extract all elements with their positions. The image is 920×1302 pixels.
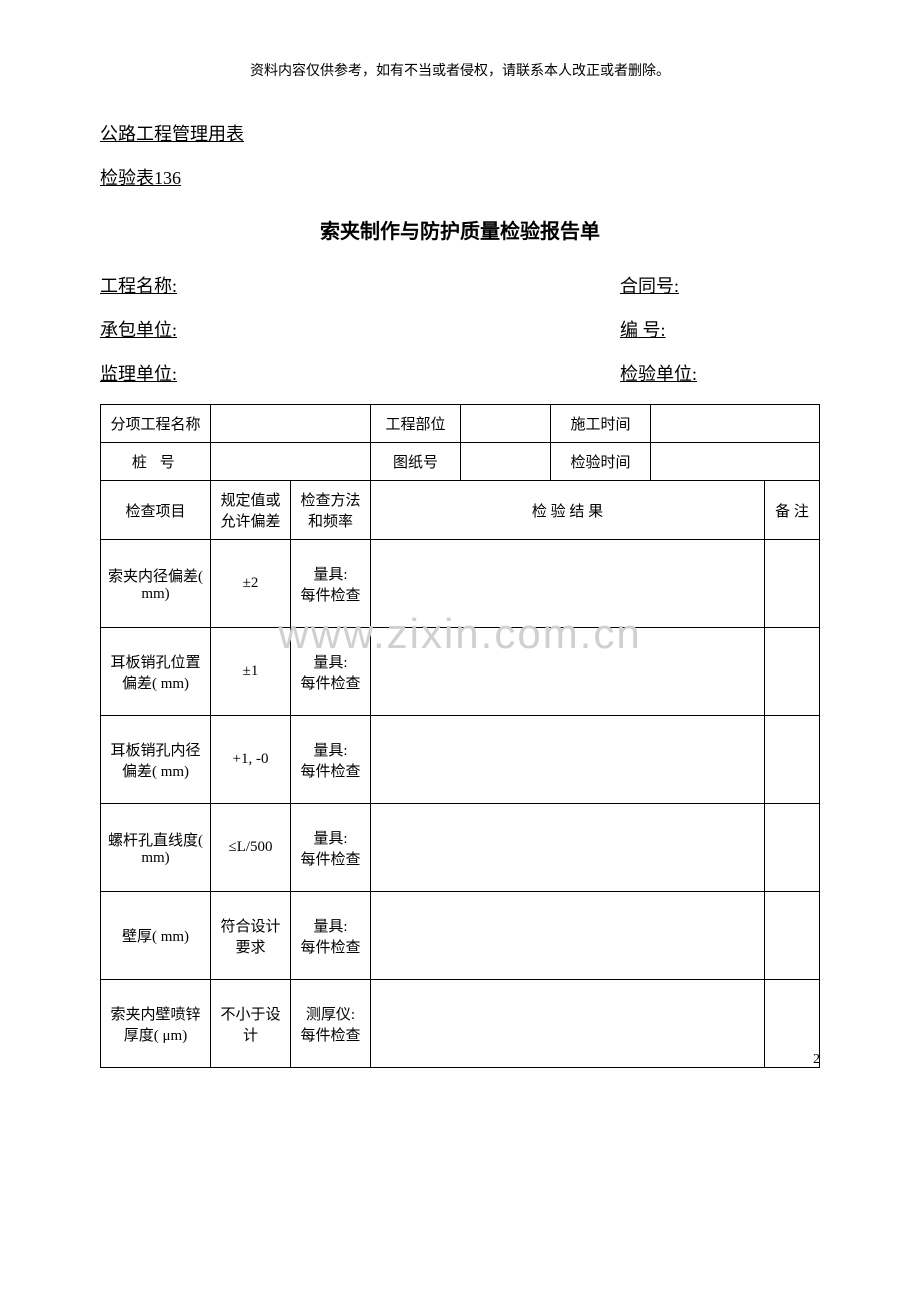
inspection-unit-label: 检验单位:	[620, 360, 820, 386]
cell-note	[765, 716, 820, 804]
cell-note	[765, 804, 820, 892]
cell-result	[371, 980, 765, 1068]
cell-result	[371, 716, 765, 804]
cell-item: 壁厚( mm)	[101, 892, 211, 980]
project-name-label: 工程名称:	[100, 272, 620, 298]
cell-note	[765, 540, 820, 628]
table-header-row-3: 检查项目 规定值或允许偏差 检查方法和频率 检 验 结 果 备 注	[101, 481, 820, 540]
info-row-2: 承包单位: 编 号:	[100, 316, 820, 342]
hdr-inspection-time-value	[651, 443, 820, 481]
hdr-pile-no-value	[211, 443, 371, 481]
hdr-part: 工程部位	[371, 405, 461, 443]
hdr-method: 检查方法和频率	[291, 481, 371, 540]
hdr-spec: 规定值或允许偏差	[211, 481, 291, 540]
table-row: 索夹内壁喷锌厚度( μm) 不小于设计 测厚仪: 每件检查	[101, 980, 820, 1068]
cell-result	[371, 628, 765, 716]
serial-no-label: 编 号:	[620, 316, 820, 342]
cell-result	[371, 804, 765, 892]
heading-management-table: 公路工程管理用表	[100, 120, 820, 146]
hdr-subproject: 分项工程名称	[101, 405, 211, 443]
hdr-note: 备 注	[765, 481, 820, 540]
inspection-table: 分项工程名称 工程部位 施工时间 桩 号 图纸号 检验时间 检查项目 规定值或允…	[100, 404, 820, 1068]
hdr-drawing-no: 图纸号	[371, 443, 461, 481]
table-row: 螺杆孔直线度( mm) ≤L/500 量具: 每件检查	[101, 804, 820, 892]
cell-item: 螺杆孔直线度( mm)	[101, 804, 211, 892]
hdr-check-item: 检查项目	[101, 481, 211, 540]
hdr-inspection-time: 检验时间	[551, 443, 651, 481]
cell-method: 量具: 每件检查	[291, 628, 371, 716]
cell-method: 量具: 每件检查	[291, 804, 371, 892]
hdr-drawing-no-value	[461, 443, 551, 481]
hdr-result: 检 验 结 果	[371, 481, 765, 540]
supervisor-label: 监理单位:	[100, 360, 620, 386]
hdr-part-value	[461, 405, 551, 443]
contractor-label: 承包单位:	[100, 316, 620, 342]
cell-spec: +1, -0	[211, 716, 291, 804]
info-row-1: 工程名称: 合同号:	[100, 272, 820, 298]
hdr-subproject-value	[211, 405, 371, 443]
cell-method: 量具: 每件检查	[291, 892, 371, 980]
heading-inspection-table-no: 检验表136	[100, 164, 820, 190]
table-row: 壁厚( mm) 符合设计要求 量具: 每件检查	[101, 892, 820, 980]
cell-method: 测厚仪: 每件检查	[291, 980, 371, 1068]
hdr-construction-time: 施工时间	[551, 405, 651, 443]
table-row: 耳板销孔内径偏差( mm) +1, -0 量具: 每件检查	[101, 716, 820, 804]
table-header-row-2: 桩 号 图纸号 检验时间	[101, 443, 820, 481]
main-title: 索夹制作与防护质量检验报告单	[100, 215, 820, 244]
cell-spec: ≤L/500	[211, 804, 291, 892]
table-row: 耳板销孔位置偏差( mm) ±1 量具: 每件检查	[101, 628, 820, 716]
header-note: 资料内容仅供参考，如有不当或者侵权，请联系本人改正或者删除。	[100, 60, 820, 80]
cell-note	[765, 892, 820, 980]
cell-spec: 符合设计要求	[211, 892, 291, 980]
cell-item: 耳板销孔位置偏差( mm)	[101, 628, 211, 716]
cell-result	[371, 540, 765, 628]
cell-method: 量具: 每件检查	[291, 540, 371, 628]
cell-item: 索夹内壁喷锌厚度( μm)	[101, 980, 211, 1068]
cell-spec: 不小于设计	[211, 980, 291, 1068]
contract-no-label: 合同号:	[620, 272, 820, 298]
info-row-3: 监理单位: 检验单位:	[100, 360, 820, 386]
hdr-pile-no: 桩 号	[101, 443, 211, 481]
cell-result	[371, 892, 765, 980]
cell-spec: ±2	[211, 540, 291, 628]
cell-item: 耳板销孔内径偏差( mm)	[101, 716, 211, 804]
table-header-row-1: 分项工程名称 工程部位 施工时间	[101, 405, 820, 443]
cell-note	[765, 980, 820, 1068]
table-row: 索夹内径偏差( mm) ±2 量具: 每件检查	[101, 540, 820, 628]
hdr-construction-time-value	[651, 405, 820, 443]
page-number: 2	[813, 1052, 820, 1068]
cell-spec: ±1	[211, 628, 291, 716]
cell-item: 索夹内径偏差( mm)	[101, 540, 211, 628]
cell-method: 量具: 每件检查	[291, 716, 371, 804]
cell-note	[765, 628, 820, 716]
